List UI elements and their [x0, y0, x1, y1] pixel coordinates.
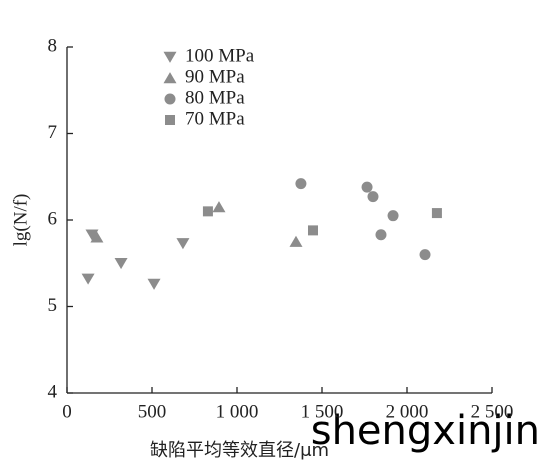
- watermark: shengxinjin: [311, 408, 540, 454]
- y-tick-label: 4: [48, 381, 58, 402]
- point: [387, 210, 399, 222]
- y-tick-label: 5: [48, 295, 58, 316]
- y-tick-label: 7: [48, 122, 58, 143]
- legend-marker: [165, 115, 175, 125]
- legend-label: 100 MPa: [185, 45, 255, 66]
- y-tick-label: 6: [48, 208, 58, 229]
- point: [85, 229, 99, 241]
- legend-label: 80 MPa: [185, 87, 245, 108]
- point: [212, 201, 226, 213]
- point: [90, 231, 104, 243]
- x-tick-label: 1 500: [301, 401, 344, 422]
- point: [202, 206, 213, 217]
- point: [289, 235, 303, 247]
- x-tick-label: 2 000: [386, 401, 429, 422]
- x-axis-label: 缺陷平均等效直径/μm: [150, 440, 329, 461]
- point: [295, 178, 307, 190]
- point: [114, 258, 128, 270]
- x-tick-label: 500: [138, 401, 167, 422]
- x-tick-label: 1 000: [216, 401, 259, 422]
- point: [431, 208, 442, 219]
- y-axis-label: lg(N/f): [10, 194, 31, 247]
- y-tick-label: 8: [48, 35, 58, 56]
- point: [375, 229, 387, 241]
- legend-label: 90 MPa: [185, 66, 245, 87]
- x-tick-label: 2 500: [471, 401, 514, 422]
- point: [419, 249, 431, 261]
- point: [307, 225, 318, 236]
- point: [176, 238, 190, 250]
- legend-marker: [163, 72, 177, 84]
- x-tick-label: 0: [62, 401, 72, 422]
- point: [367, 191, 379, 203]
- point: [81, 273, 95, 285]
- legend-marker: [164, 93, 176, 105]
- point: [361, 181, 373, 193]
- point: [147, 278, 161, 290]
- legend-label: 70 MPa: [185, 108, 245, 129]
- legend-marker: [163, 51, 177, 63]
